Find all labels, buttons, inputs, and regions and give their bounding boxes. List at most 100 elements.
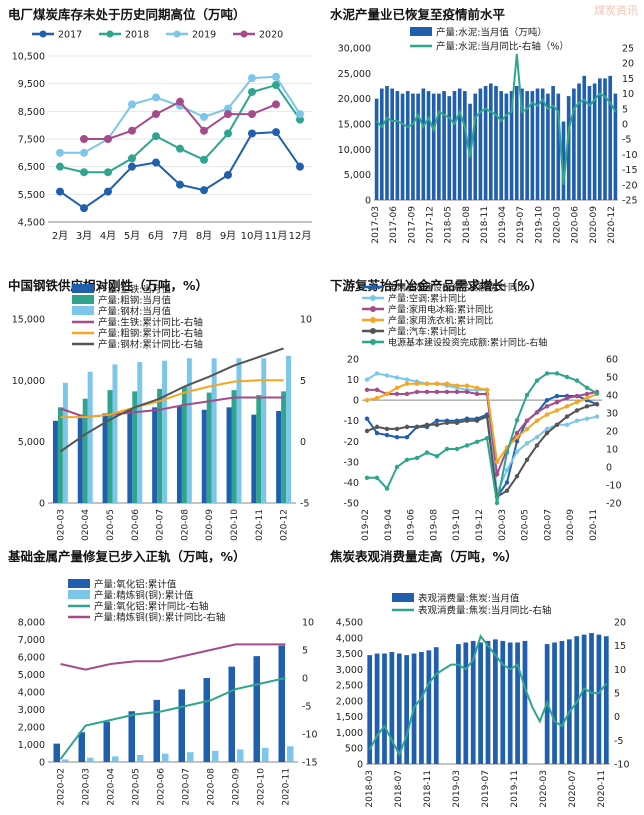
y2-tick-label: 0 <box>622 120 628 131</box>
data-point <box>394 434 400 440</box>
bar <box>525 91 529 200</box>
y2-tick-label: 5 <box>622 104 628 115</box>
bar <box>367 655 373 764</box>
bar <box>231 390 237 503</box>
bar <box>494 86 498 200</box>
y2-tick-label: 40 <box>606 391 618 402</box>
x-tick-label: 11月 <box>265 230 288 242</box>
bar <box>278 645 285 762</box>
data-point <box>474 439 480 444</box>
y-tick-label: 5,500 <box>18 190 45 201</box>
y-tick-label: 6,000 <box>18 653 45 664</box>
data-point <box>404 377 410 382</box>
y2-tick-label: -10 <box>622 150 638 161</box>
bar <box>153 699 160 762</box>
bar <box>411 93 415 200</box>
bar <box>456 644 461 764</box>
bar <box>416 93 420 200</box>
bar <box>102 413 108 503</box>
data-point <box>152 110 160 119</box>
legend-label: 表观消费量:焦炭:当月值 <box>418 593 520 605</box>
x-tick-label: 2020-10 <box>230 509 240 542</box>
y2-tick-label: 10 <box>606 445 618 456</box>
y2-tick-label: 10 <box>622 89 634 100</box>
x-tick-label: 2019-07 <box>481 770 491 808</box>
bar <box>152 407 158 503</box>
bar <box>577 83 581 200</box>
data-point <box>424 389 430 395</box>
data-point <box>514 439 520 444</box>
bar <box>463 642 469 764</box>
x-tick-label: 2019-04 <box>498 206 508 244</box>
data-point <box>544 371 550 376</box>
x-tick-label: 2019-08 <box>429 509 439 542</box>
x-tick-label: 2017-06 <box>389 206 399 244</box>
bar <box>552 642 557 764</box>
bar <box>592 83 597 200</box>
x-tick-label: 2020-07 <box>568 770 578 808</box>
bar <box>236 358 242 503</box>
data-point <box>404 424 410 430</box>
data-point <box>296 115 304 124</box>
bar <box>478 88 483 200</box>
bar <box>572 88 576 200</box>
y-tick-label: 8,500 <box>18 107 45 118</box>
data-point <box>544 430 550 436</box>
x-tick-label: 2020-05 <box>106 509 116 542</box>
y-tick-label: -20 <box>343 437 359 448</box>
data-point <box>374 430 380 436</box>
y-tick-label: 1,000 <box>336 728 363 739</box>
chart-svg: 产量:水泥:当月值（万吨） 产量:水泥:当月同比-右轴（%） 0 5,000 10,00… <box>338 27 638 244</box>
data-point <box>104 168 112 177</box>
bar <box>473 93 478 200</box>
data-point <box>574 418 580 423</box>
data-point <box>128 154 136 163</box>
bar <box>276 411 282 503</box>
data-point <box>248 74 256 83</box>
bar <box>478 642 483 764</box>
legend-label: 产量:钢材:当月值 <box>98 306 171 318</box>
y2-tick-label: 15 <box>614 641 626 652</box>
y2-tick-label: -15 <box>302 758 318 769</box>
bar <box>78 732 85 762</box>
legend-marker <box>240 30 248 38</box>
bar <box>390 88 394 200</box>
y-tick-label: 2,000 <box>18 723 45 734</box>
data-point <box>584 391 590 397</box>
legend-label: 电源基本建设投资完成额:累计同比-右轴 <box>388 337 547 349</box>
y-tick-label: 2,000 <box>336 696 363 707</box>
legend-marker <box>370 295 376 301</box>
bar <box>551 86 555 200</box>
y2-tick-label: 60 <box>606 355 618 366</box>
data-point <box>424 422 430 428</box>
data-point <box>534 434 540 440</box>
data-point <box>414 389 420 395</box>
y-tick-label: 3,000 <box>18 705 45 716</box>
bar <box>520 88 524 200</box>
y2-tick-label: 5 <box>302 646 308 657</box>
chart-svg: 产量:氧化铝:累计值产量:精炼铜(铜):累计值产量:氧化铝:累计同比-右轴产量:… <box>18 579 318 806</box>
y2-tick-label: 5 <box>614 689 620 700</box>
chart-svg: 产量:生铁:当月值产量:粗钢:当月值产量:钢材:当月值产量:生铁:累计同比-右轴… <box>12 284 312 543</box>
data-point <box>594 402 600 407</box>
legend-label: 产量:家用电冰箱:累计同比 <box>388 304 493 316</box>
y2-tick-label: 30 <box>606 409 618 420</box>
legend-label: 产量:钢材:累计同比-右轴 <box>98 339 203 351</box>
data-point <box>200 155 208 164</box>
data-point <box>514 449 520 454</box>
y-tick-label: 0 <box>365 196 371 207</box>
data-point <box>414 381 420 386</box>
x-tick-label: 6月 <box>148 230 164 242</box>
data-point <box>464 418 470 423</box>
legend-swatch <box>410 27 432 36</box>
series-line <box>368 634 608 757</box>
data-point <box>80 148 88 157</box>
bar <box>457 88 462 200</box>
legend-label: 2019 <box>192 30 216 41</box>
bar <box>281 391 287 503</box>
y-tick-label: 15,000 <box>12 315 45 326</box>
x-tick-label: 7月 <box>172 230 188 242</box>
bar <box>57 407 63 503</box>
y-tick-label: 5,000 <box>18 437 45 448</box>
bar <box>52 420 58 503</box>
